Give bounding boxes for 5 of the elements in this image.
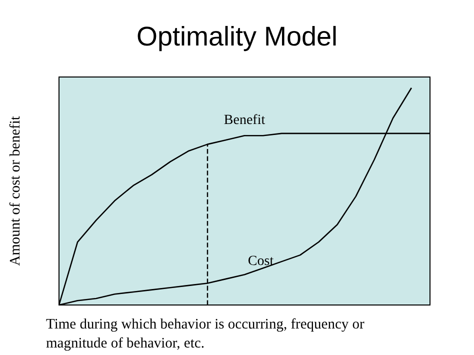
- y-axis-title: Amount of cost or benefit: [8, 116, 24, 266]
- series-label: Cost: [248, 254, 274, 270]
- x-axis-title: Time during which behavior is occurring, frequency or magnitude of behavior, etc.: [46, 316, 365, 352]
- series-label: Benefit: [224, 113, 266, 128]
- chart-title: Optimality Model: [136, 22, 338, 52]
